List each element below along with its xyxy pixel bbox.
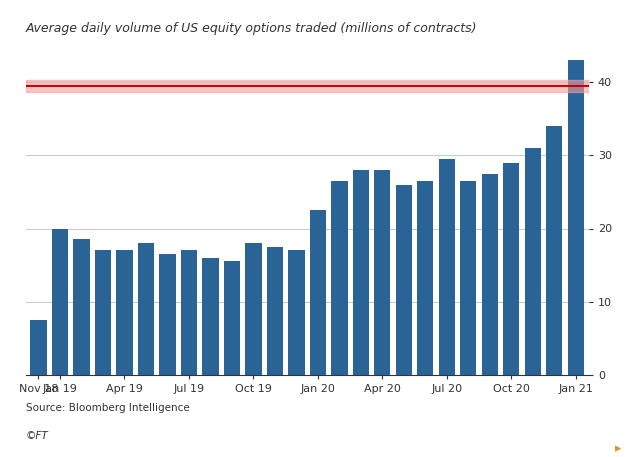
Text: ©FT: ©FT xyxy=(26,430,49,441)
Bar xyxy=(95,250,111,375)
Bar xyxy=(417,181,433,375)
Bar xyxy=(224,261,240,375)
Bar xyxy=(52,228,68,375)
Bar xyxy=(310,210,326,375)
Bar xyxy=(439,159,455,375)
Bar xyxy=(482,174,498,375)
Text: Source: Bloomberg Intelligence: Source: Bloomberg Intelligence xyxy=(26,403,189,413)
Bar xyxy=(547,126,563,375)
Text: ▸: ▸ xyxy=(614,442,621,456)
Bar xyxy=(332,181,348,375)
Bar xyxy=(245,243,262,375)
Bar xyxy=(503,163,520,375)
Bar xyxy=(138,243,154,375)
Bar xyxy=(460,181,477,375)
Bar xyxy=(374,170,390,375)
Bar xyxy=(353,170,369,375)
Bar xyxy=(568,60,584,375)
Text: Average daily volume of US equity options traded (millions of contracts): Average daily volume of US equity option… xyxy=(26,22,477,35)
Bar xyxy=(525,148,541,375)
Bar xyxy=(267,247,283,375)
Bar xyxy=(74,239,90,375)
Bar xyxy=(289,250,305,375)
Bar xyxy=(116,250,132,375)
Bar xyxy=(159,254,175,375)
Bar xyxy=(396,185,412,375)
Bar xyxy=(181,250,197,375)
Bar xyxy=(26,80,589,92)
Bar xyxy=(31,320,47,375)
Bar xyxy=(202,258,218,375)
